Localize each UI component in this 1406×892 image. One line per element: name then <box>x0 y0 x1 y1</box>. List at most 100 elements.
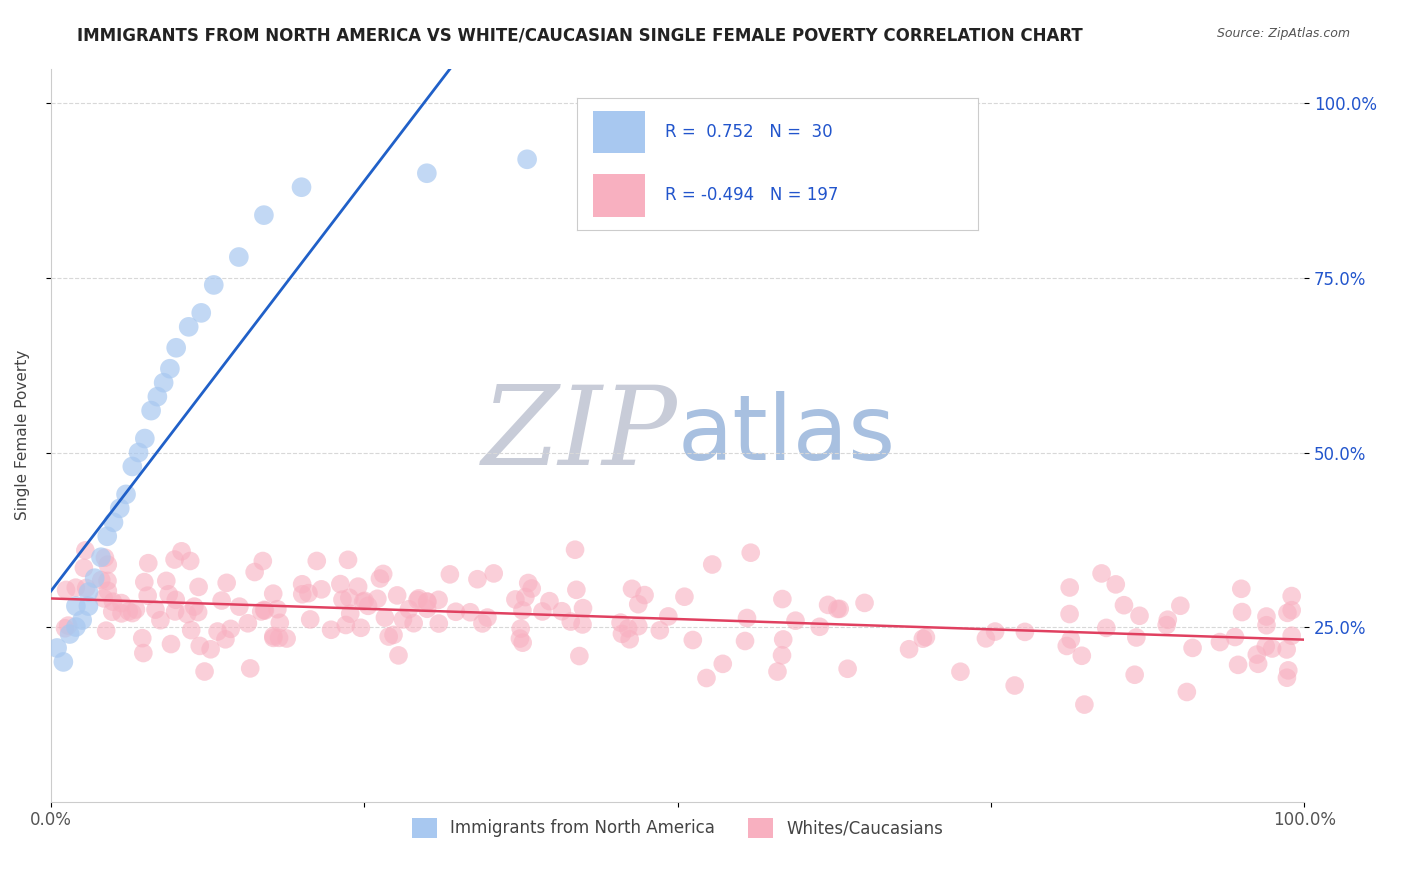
Point <box>766 665 789 679</box>
Point <box>682 632 704 647</box>
Point <box>657 609 679 624</box>
Point <box>53 621 76 635</box>
Point <box>228 599 250 614</box>
Point <box>974 632 997 646</box>
Point <box>183 599 205 614</box>
Point <box>311 582 333 597</box>
Point <box>46 640 69 655</box>
Point <box>266 602 288 616</box>
Point <box>290 180 312 194</box>
Point <box>52 655 75 669</box>
Point <box>187 605 209 619</box>
Point <box>416 601 439 615</box>
Point <box>94 624 117 638</box>
Text: ZIP: ZIP <box>482 381 678 489</box>
Point <box>253 603 276 617</box>
Point <box>152 376 174 390</box>
Point <box>118 604 141 618</box>
Point <box>1230 582 1253 596</box>
Point <box>949 665 972 679</box>
Point <box>1168 599 1191 613</box>
Point <box>193 665 215 679</box>
Point <box>262 629 284 643</box>
Point <box>353 594 375 608</box>
Point <box>110 607 132 621</box>
Point <box>627 597 650 611</box>
Point <box>332 592 354 607</box>
Point <box>90 550 112 565</box>
Point <box>416 594 439 608</box>
Point <box>65 620 87 634</box>
Point <box>165 341 187 355</box>
Point <box>617 621 640 635</box>
Point <box>571 617 593 632</box>
Point <box>564 542 586 557</box>
Point <box>808 620 831 634</box>
Point <box>128 445 150 459</box>
Point <box>373 566 395 581</box>
Point <box>1056 639 1078 653</box>
Point <box>1073 698 1095 712</box>
Point <box>110 596 132 610</box>
Point <box>515 590 537 604</box>
Point <box>385 588 408 602</box>
Point <box>387 648 409 663</box>
Point <box>366 591 388 606</box>
Point <box>1209 635 1232 649</box>
Point <box>131 631 153 645</box>
Point <box>551 604 574 618</box>
Point <box>467 572 489 586</box>
Point <box>406 593 429 607</box>
Point <box>1261 641 1284 656</box>
Point <box>55 582 77 597</box>
Point <box>740 546 762 560</box>
Point <box>853 596 876 610</box>
Point <box>471 616 494 631</box>
Point <box>512 635 534 649</box>
Text: atlas: atlas <box>678 391 896 479</box>
Point <box>984 624 1007 639</box>
Point <box>1256 609 1278 624</box>
Point <box>827 602 849 616</box>
Point <box>619 632 641 647</box>
Point <box>398 602 420 616</box>
Point <box>1156 618 1178 632</box>
Point <box>565 582 588 597</box>
Point <box>96 529 118 543</box>
Point <box>121 459 143 474</box>
Point <box>93 591 115 606</box>
Point <box>458 605 481 619</box>
Point <box>134 575 156 590</box>
Point <box>1123 667 1146 681</box>
Point <box>915 630 938 644</box>
Point <box>215 575 238 590</box>
Point <box>267 631 290 645</box>
Point <box>136 556 159 570</box>
Point <box>735 611 758 625</box>
Point <box>75 543 97 558</box>
Point <box>159 361 181 376</box>
Point <box>339 607 361 621</box>
Point <box>1014 624 1036 639</box>
Point <box>252 554 274 568</box>
Point <box>337 553 360 567</box>
Point <box>1275 642 1298 657</box>
Point <box>187 580 209 594</box>
Point <box>165 592 187 607</box>
Point <box>176 607 198 621</box>
Point <box>337 591 360 605</box>
Point <box>1105 577 1128 591</box>
Point <box>817 598 839 612</box>
Point <box>269 615 291 630</box>
Point <box>1247 657 1270 671</box>
Point <box>335 618 357 632</box>
Point <box>77 585 100 599</box>
Point <box>228 250 250 264</box>
Point <box>350 621 373 635</box>
Point <box>96 574 118 588</box>
Point <box>97 583 120 598</box>
Point <box>101 605 124 619</box>
Point <box>1256 618 1278 632</box>
Point <box>648 624 671 638</box>
Point <box>368 572 391 586</box>
